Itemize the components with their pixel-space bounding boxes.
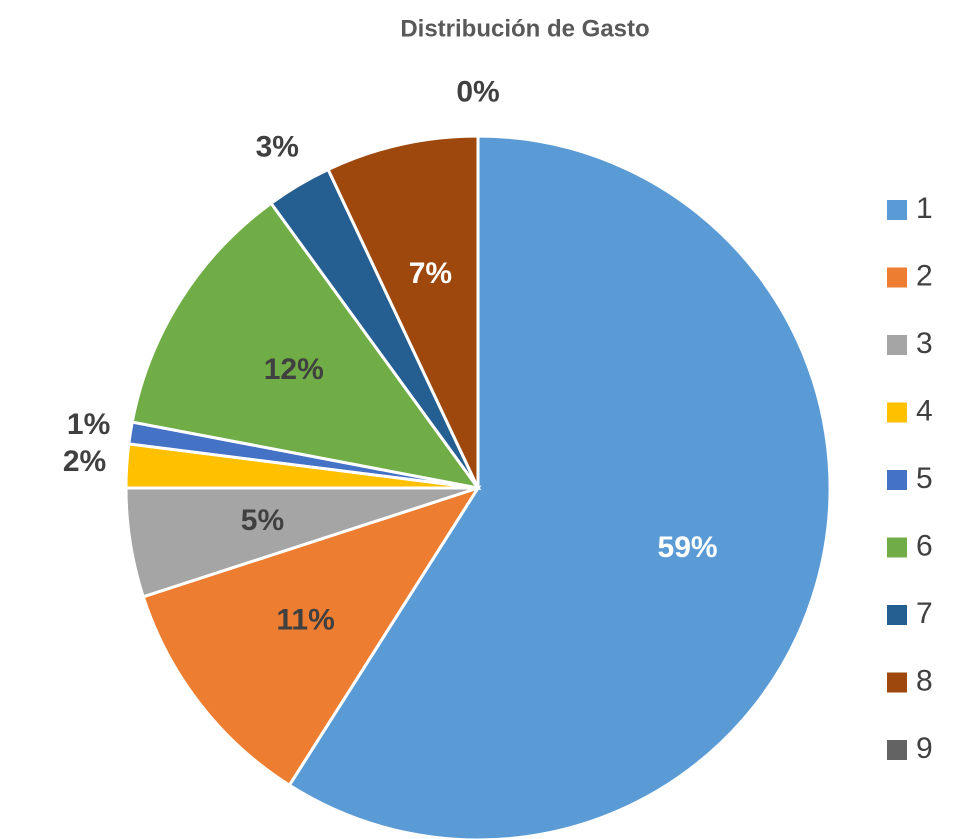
data-label: 11% <box>276 604 334 637</box>
legend-swatch <box>887 200 907 220</box>
legend-swatch <box>887 335 907 355</box>
legend-swatch <box>887 605 907 625</box>
data-label: 5% <box>241 504 284 537</box>
legend-label: 6 <box>916 529 933 562</box>
legend-label: 9 <box>916 732 933 765</box>
pie-slice <box>287 134 832 839</box>
pie-slice <box>130 201 482 491</box>
legend-label: 1 <box>916 192 933 225</box>
legend-swatch <box>887 402 907 423</box>
legend-label: 2 <box>916 259 933 292</box>
legend-swatch <box>887 740 907 760</box>
legend-swatch <box>887 470 907 490</box>
data-label: 59% <box>658 531 718 564</box>
chart-title: Distribución de Gasto <box>400 15 649 42</box>
data-label: 7% <box>409 257 452 290</box>
legend-swatch <box>887 267 907 288</box>
legend-swatch <box>887 537 907 558</box>
data-label: 12% <box>264 353 324 386</box>
legend-label: 5 <box>916 462 933 495</box>
legend-label: 3 <box>916 327 933 360</box>
legend-swatch <box>887 672 907 693</box>
data-label: 0% <box>456 76 499 109</box>
data-label: 3% <box>256 131 299 164</box>
legend-label: 7 <box>916 597 933 630</box>
data-label: 1% <box>67 408 110 441</box>
pie-slice <box>326 134 480 489</box>
legend-label: 8 <box>916 664 933 697</box>
pie-slice <box>141 485 482 788</box>
data-label: 2% <box>63 445 106 478</box>
legend-label: 4 <box>916 394 933 427</box>
